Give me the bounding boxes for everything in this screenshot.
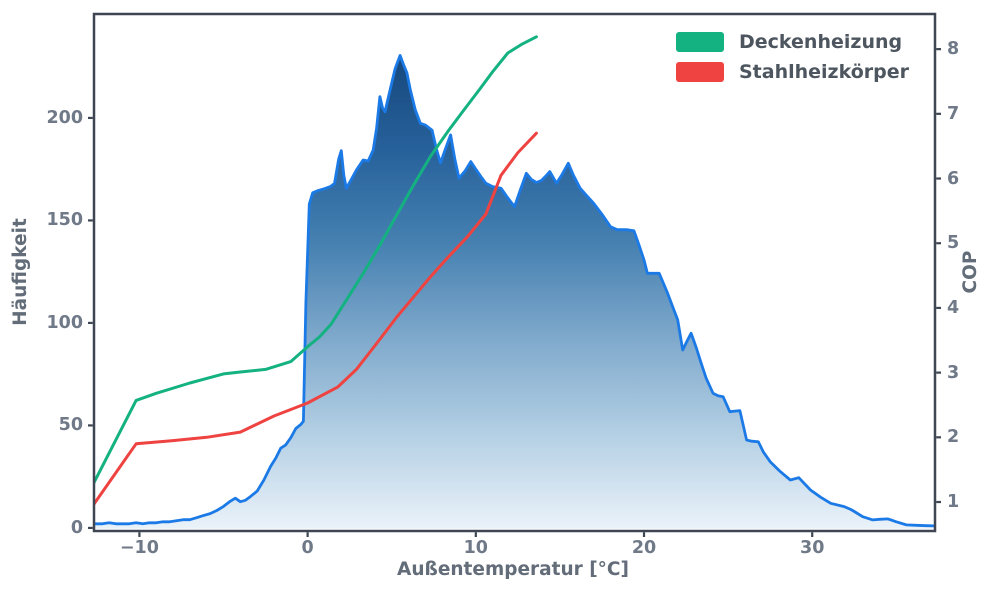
line-stahlheizkoerper [94, 131, 538, 506]
y-right-tick-label-3: 3 [947, 362, 960, 383]
legend-item-stahlheizkoerper: Stahlheizkörper [676, 61, 909, 83]
histogram-area [94, 55, 935, 529]
legend-swatch-green [676, 32, 724, 52]
y-right-tick-label-8: 8 [947, 39, 960, 60]
y-right-tick-label-4: 4 [947, 297, 960, 318]
legend-label: Deckenheizung [739, 31, 903, 53]
y-left-tick-label-100: 100 [46, 312, 83, 333]
y-axis-label-left: Häufigkeit [10, 218, 31, 326]
plot-area [94, 35, 935, 529]
histogram-outline [94, 54, 935, 528]
line-deckenheizung [94, 35, 538, 485]
y-left-tick-label-0: 0 [70, 517, 83, 538]
legend-item-deckenheizung: Deckenheizung [676, 31, 909, 53]
y-left-tick-label-150: 150 [46, 210, 83, 231]
x-tick-label--10: −10 [119, 538, 159, 558]
y-left-tick-label-50: 50 [58, 415, 83, 436]
y-right-tick-label-6: 6 [947, 168, 960, 189]
x-tick-label-0: 0 [301, 538, 314, 558]
x-tick-label-20: 20 [631, 538, 657, 558]
y-right-tick-label-5: 5 [947, 233, 960, 254]
y-left-tick-label-200: 200 [46, 107, 83, 128]
legend: Deckenheizung Stahlheizkörper [676, 31, 910, 91]
x-tick-label-10: 10 [463, 538, 488, 558]
legend-label: Stahlheizkörper [739, 61, 910, 83]
x-axis-label: Außentemperatur [°C] [397, 559, 629, 580]
y-right-tick-label-2: 2 [947, 427, 960, 448]
y-right-tick-label-7: 7 [947, 103, 960, 124]
y-axis-label-right: COP [960, 250, 981, 294]
x-tick-label-30: 30 [800, 538, 825, 558]
plot-border [92, 12, 937, 533]
axis-ticks [88, 48, 941, 537]
y-right-tick-label-1: 1 [947, 492, 960, 512]
legend-swatch-red [676, 62, 724, 82]
